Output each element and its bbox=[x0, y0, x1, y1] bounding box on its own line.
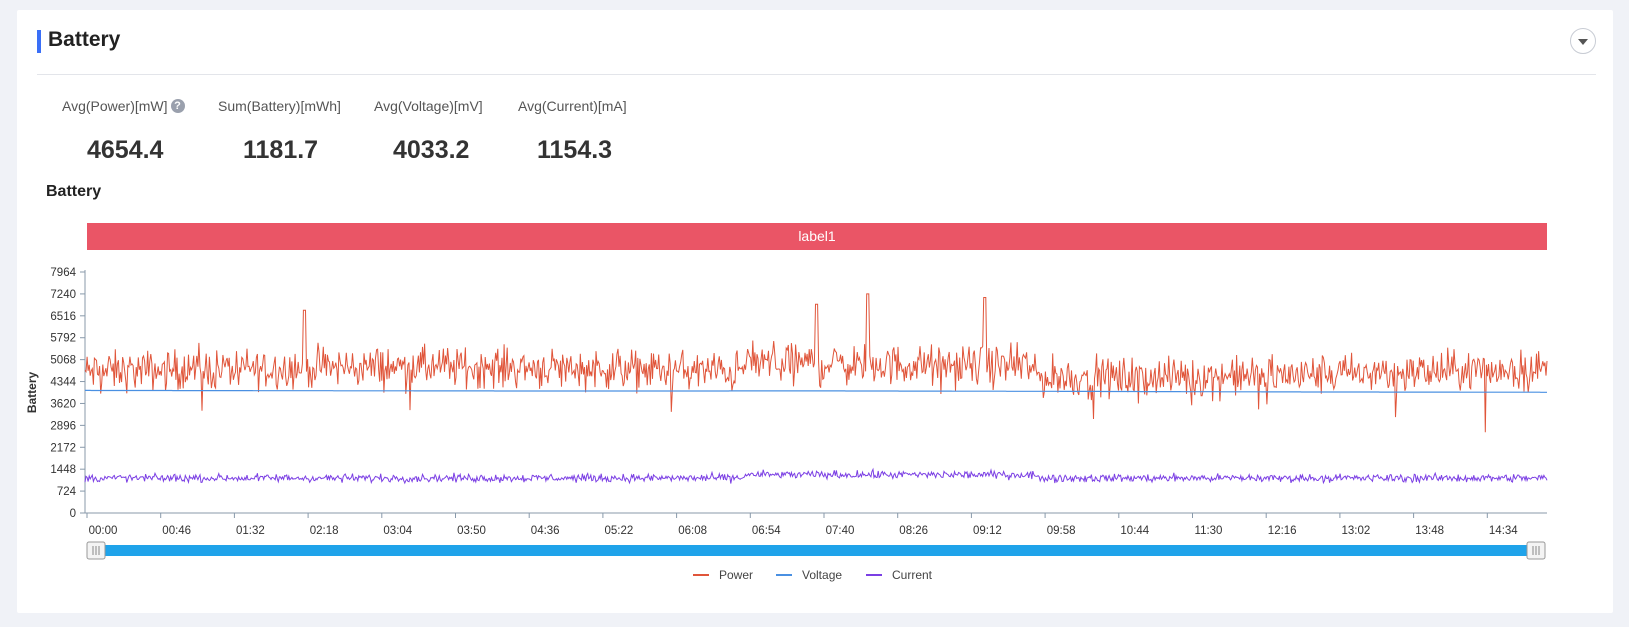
x-tick-label: 09:12 bbox=[973, 525, 1002, 537]
x-tick-label: 06:54 bbox=[752, 525, 781, 537]
metric-avg-voltage: Avg(Voltage)[mV] 4033.2 bbox=[374, 98, 483, 164]
metric-label-text: Avg(Power)[mW] bbox=[62, 98, 168, 114]
y-axis-label: Battery bbox=[25, 372, 39, 414]
x-tick-label: 01:32 bbox=[236, 525, 265, 537]
chevron-down-icon bbox=[1578, 39, 1588, 45]
y-tick-label: 4344 bbox=[50, 377, 76, 389]
zoom-slider-track[interactable] bbox=[92, 545, 1538, 556]
metric-label: Sum(Battery)[mWh] bbox=[218, 98, 341, 114]
x-tick-label: 12:16 bbox=[1268, 525, 1297, 537]
metric-label: Avg(Voltage)[mV] bbox=[374, 98, 483, 114]
x-tick-label: 03:04 bbox=[383, 525, 412, 537]
x-tick-label: 13:48 bbox=[1415, 525, 1444, 537]
y-tick-label: 7240 bbox=[50, 289, 76, 301]
y-tick-label: 724 bbox=[57, 486, 77, 498]
x-tick-label: 05:22 bbox=[605, 525, 634, 537]
chart-title: Battery bbox=[46, 183, 102, 200]
x-tick-label: 09:58 bbox=[1047, 525, 1076, 537]
metric-avg-current: Avg(Current)[mA] 1154.3 bbox=[518, 98, 627, 164]
series-current-line bbox=[84, 467, 1548, 485]
x-tick-label: 14:34 bbox=[1489, 525, 1518, 537]
metric-value: 1154.3 bbox=[537, 136, 613, 164]
y-tick-label: 6516 bbox=[50, 311, 76, 323]
metric-value: 4033.2 bbox=[393, 136, 470, 164]
metric-value: 4654.4 bbox=[87, 136, 164, 164]
series-voltage-line bbox=[85, 389, 1547, 393]
label-band bbox=[87, 223, 1547, 250]
x-tick-label: 13:02 bbox=[1342, 525, 1371, 537]
x-tick-label: 02:18 bbox=[310, 525, 339, 537]
x-tick-label: 11:30 bbox=[1195, 525, 1223, 537]
y-tick-label: 2172 bbox=[50, 442, 76, 454]
legend-label[interactable]: Current bbox=[892, 568, 933, 582]
y-tick-label: 0 bbox=[70, 508, 76, 520]
metric-sum-battery: Sum(Battery)[mWh] 1181.7 bbox=[218, 98, 341, 164]
metric-label: Avg(Current)[mA] bbox=[518, 98, 627, 114]
x-tick-label: 10:44 bbox=[1120, 525, 1149, 537]
x-tick-label: 00:46 bbox=[162, 525, 191, 537]
y-tick-label: 3620 bbox=[50, 398, 76, 410]
series-power-line bbox=[84, 293, 1548, 433]
help-icon[interactable]: ? bbox=[170, 99, 185, 113]
header-divider bbox=[37, 74, 1596, 75]
x-tick-label: 00:00 bbox=[89, 525, 118, 537]
metric-value: 1181.7 bbox=[243, 136, 319, 164]
x-tick-label: 06:08 bbox=[678, 525, 707, 537]
x-tick-label: 04:36 bbox=[531, 525, 560, 537]
y-tick-label: 7964 bbox=[50, 267, 76, 279]
legend-label[interactable]: Power bbox=[719, 568, 753, 582]
title-accent-bar bbox=[37, 30, 41, 53]
legend-label[interactable]: Voltage bbox=[802, 568, 842, 582]
y-tick-label: 5068 bbox=[50, 355, 76, 367]
section-title: Battery bbox=[48, 28, 121, 51]
y-tick-label: 5792 bbox=[50, 333, 76, 345]
y-tick-label: 2896 bbox=[50, 420, 76, 432]
y-tick-label: 1448 bbox=[50, 464, 76, 476]
label-band-text: label1 bbox=[798, 228, 836, 244]
x-tick-label: 07:40 bbox=[826, 525, 855, 537]
metric-avg-power: Avg(Power)[mW] ? 4654.4 bbox=[62, 98, 185, 164]
x-tick-label: 08:26 bbox=[899, 525, 928, 537]
x-tick-label: 03:50 bbox=[457, 525, 486, 537]
metric-label: Avg(Power)[mW] ? bbox=[62, 98, 185, 114]
collapse-button[interactable] bbox=[1570, 28, 1596, 54]
